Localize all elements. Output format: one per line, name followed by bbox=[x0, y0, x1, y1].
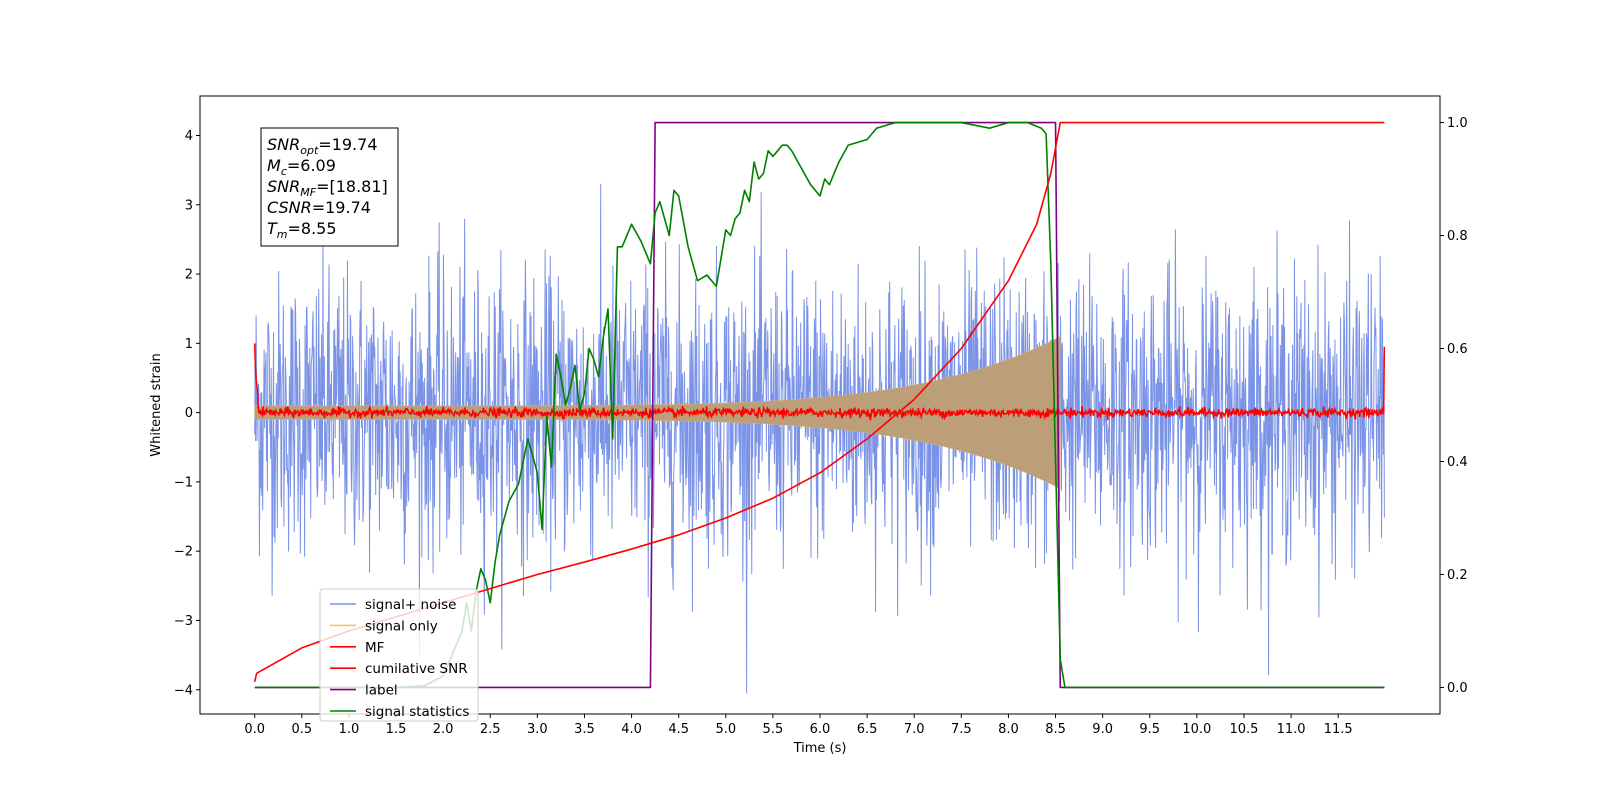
x-tick-label-9: 4.5 bbox=[668, 722, 689, 737]
x-tick-label-19: 9.5 bbox=[1139, 722, 1160, 737]
x-tick-label-4: 2.0 bbox=[433, 722, 454, 737]
legend-items: signal+ noise signal only MF cumilative SNR… bbox=[330, 597, 469, 720]
series-signal-statistics bbox=[254, 121, 1385, 689]
x-tick-label-10: 5.0 bbox=[715, 722, 736, 737]
annotation-line-0: SNRopt=19.74 bbox=[267, 135, 378, 157]
x-tick-label-15: 7.5 bbox=[951, 722, 972, 737]
legend-label-label: label bbox=[365, 683, 398, 699]
y-left-tick-label-2: −2 bbox=[174, 545, 193, 560]
legend: signal+ noise signal only MF cumilative SNR… bbox=[319, 588, 479, 722]
x-tick-label-12: 6.0 bbox=[810, 722, 831, 737]
legend-label-signal-only: signal only bbox=[365, 618, 438, 634]
y-left-tick-label-3: −1 bbox=[174, 475, 193, 490]
x-tick-label-14: 7.0 bbox=[904, 722, 925, 737]
x-tick-label-13: 6.5 bbox=[857, 722, 878, 737]
annotation-line-1: Mc=6.09 bbox=[267, 156, 336, 178]
y-right-tick-label-2: 0.4 bbox=[1447, 455, 1468, 470]
x-tick-label-2: 1.0 bbox=[339, 722, 360, 737]
legend-label-signal-noise: signal+ noise bbox=[365, 597, 456, 613]
x-tick-label-0: 0.0 bbox=[244, 722, 265, 737]
annotation-frame bbox=[260, 127, 399, 247]
x-tick-label-20: 10.0 bbox=[1182, 722, 1211, 737]
legend-label-signal-statistics: signal statistics bbox=[365, 704, 469, 720]
y-right-tick-label-5: 1.0 bbox=[1447, 116, 1468, 131]
legend-frame bbox=[319, 588, 479, 722]
annotation-line-4: Tm=8.55 bbox=[267, 219, 337, 241]
y-axis-label-left: Whitened strain bbox=[149, 353, 164, 456]
y-left-tick-label-1: −3 bbox=[174, 614, 193, 629]
y-right-tick-label-4: 0.8 bbox=[1447, 229, 1468, 244]
x-tick-label-17: 8.5 bbox=[1045, 722, 1066, 737]
legend-label-cumilative-snr: cumilative SNR bbox=[365, 661, 468, 677]
x-tick-label-11: 5.5 bbox=[763, 722, 784, 737]
y-left-tick-label-8: 4 bbox=[185, 129, 193, 144]
series-signal-only bbox=[254, 336, 1061, 490]
y-left-tick-label-0: −4 bbox=[174, 683, 193, 698]
x-tick-label-16: 8.0 bbox=[998, 722, 1019, 737]
x-axis-label: Time (s) bbox=[793, 741, 847, 756]
x-tick-label-5: 2.5 bbox=[480, 722, 501, 737]
y-left-tick-label-7: 3 bbox=[185, 198, 193, 213]
x-tick-label-23: 11.5 bbox=[1324, 722, 1353, 737]
x-tick-label-6: 3.0 bbox=[527, 722, 548, 737]
annotation-box: SNRopt=19.74Mc=6.09SNRMF=[18.81]CSNR=19.… bbox=[260, 127, 399, 247]
y-left-tick-label-6: 2 bbox=[185, 268, 193, 283]
x-tick-label-21: 10.5 bbox=[1229, 722, 1258, 737]
x-tick-label-22: 11.0 bbox=[1277, 722, 1306, 737]
x-tick-label-7: 3.5 bbox=[574, 722, 595, 737]
annotation-line-2: SNRMF=[18.81] bbox=[267, 177, 388, 199]
y-left-tick-label-4: 0 bbox=[185, 406, 193, 421]
annotation-line-3: CSNR=19.74 bbox=[267, 198, 371, 217]
y-right-tick-label-1: 0.2 bbox=[1447, 568, 1468, 583]
x-tick-label-18: 9.0 bbox=[1092, 722, 1113, 737]
y-left-tick-label-5: 1 bbox=[185, 337, 193, 352]
x-tick-label-3: 1.5 bbox=[386, 722, 407, 737]
y-right-tick-label-0: 0.0 bbox=[1447, 681, 1468, 696]
axes-layer: 0.0 0.5 1.0 1.5 2.0 2.5 3.0 3.5 4.0 4.5 5.0 5.5 6.0 6… bbox=[174, 116, 1468, 737]
annotation-lines: SNRopt=19.74Mc=6.09SNRMF=[18.81]CSNR=19.… bbox=[267, 135, 388, 241]
x-tick-label-1: 0.5 bbox=[291, 722, 312, 737]
series-mf bbox=[253, 343, 1386, 421]
x-tick-label-8: 4.0 bbox=[621, 722, 642, 737]
y-right-tick-label-3: 0.6 bbox=[1447, 342, 1468, 357]
legend-label-mf: MF bbox=[365, 640, 384, 656]
